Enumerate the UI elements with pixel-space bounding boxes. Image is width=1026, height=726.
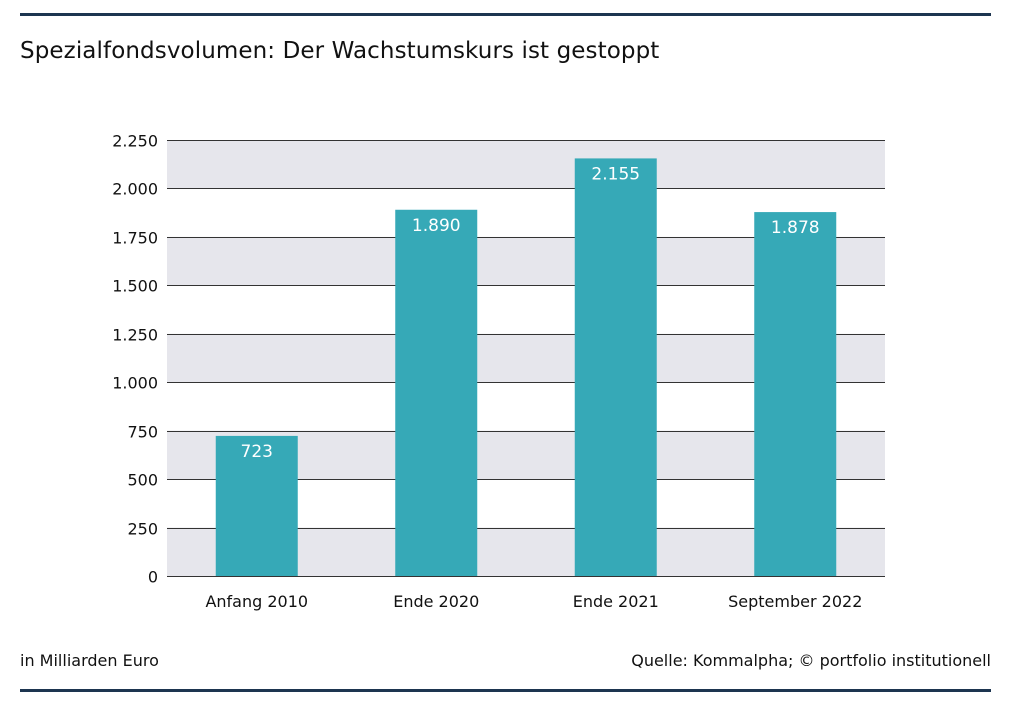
bar-chart: 0 250 500 750 1.000 1.250 1.500 1.750 2.000 2.250… [112,132,885,611]
y-tick-label: 2.250 [112,132,158,151]
bar-value-label: 1.890 [412,216,461,236]
source-note: Quelle: Kommalpha; © portfolio instituti… [631,651,991,670]
bar-value-label: 1.878 [771,218,820,238]
y-tick-label: 250 [127,520,158,539]
chart-title: Spezialfondsvolumen: Der Wachstumskurs i… [20,38,660,64]
bar [395,209,478,576]
y-tick-label: 500 [127,471,158,490]
y-axis-tick-labels: 0 250 500 750 1.000 1.250 1.500 1.750 2.000 2.250 [112,132,158,587]
y-tick-label: 750 [127,423,158,442]
bar [574,158,657,577]
x-tick-label: Ende 2021 [573,592,659,611]
plot-band [167,140,885,189]
bar [754,212,837,576]
y-tick-label: 1.750 [112,229,158,248]
bottom-rule [20,689,991,692]
y-tick-label: 2.000 [112,180,158,199]
x-tick-label: September 2022 [728,592,862,611]
x-tick-label: Ende 2020 [393,592,479,611]
y-tick-label: 1.000 [112,374,158,393]
y-tick-label: 1.250 [112,326,158,345]
bar-data-labels: 723 1.890 2.155 1.878 [241,164,820,461]
bar-value-label: 2.155 [591,164,640,184]
bar [215,435,298,576]
bar-value-label: 723 [241,442,273,462]
y-tick-label: 0 [148,568,158,587]
y-tick-label: 1.500 [112,277,158,296]
unit-note: in Milliarden Euro [20,651,159,670]
x-axis-tick-labels: Anfang 2010 Ende 2020 Ende 2021 September 2… [205,592,862,611]
bars [215,158,837,577]
top-rule [20,13,991,16]
x-tick-label: Anfang 2010 [205,592,308,611]
